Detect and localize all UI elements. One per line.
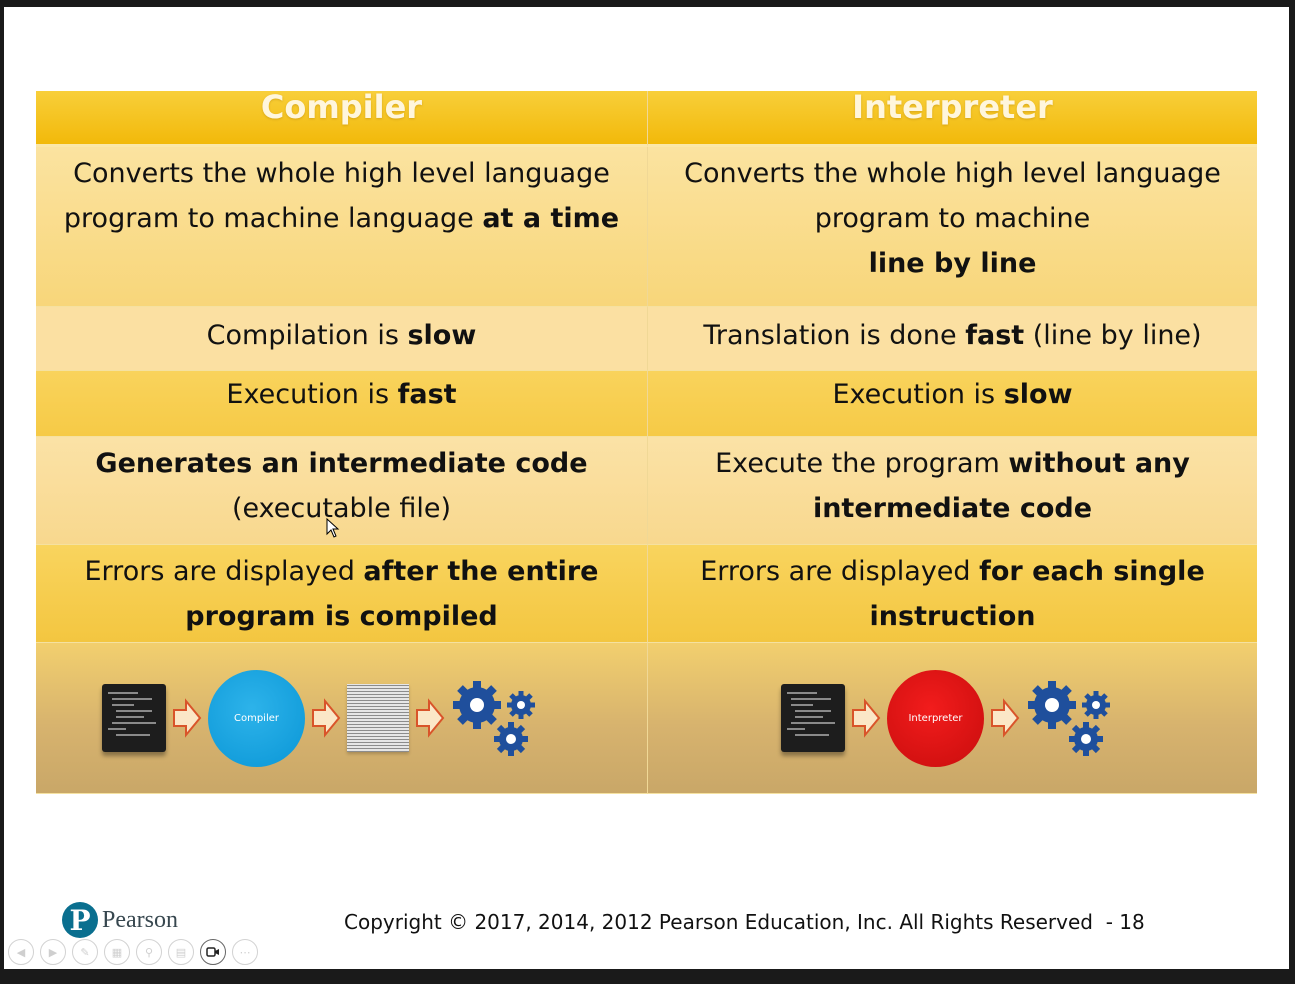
cell-text: Errors are displayed: [700, 556, 980, 587]
interpreter-execution-speed: Execution is slow: [648, 371, 1257, 437]
interpreter-diagram: Interpreter: [648, 643, 1257, 794]
previous-slide-icon[interactable]: ◀: [8, 939, 34, 965]
pen-icon[interactable]: ✎: [72, 939, 98, 965]
pearson-p-icon: P: [62, 902, 98, 938]
arrow-right-icon: [852, 698, 881, 738]
cell-emphasis: for each single instruction: [869, 556, 1205, 632]
cell-text: Execute the program: [715, 448, 1009, 479]
arrow-right-icon: [173, 698, 202, 738]
interpreter-circle: Interpreter: [887, 669, 984, 767]
presentation-controls: ◀ ▶ ✎ ▦ ⚲ ▤ ⋯: [8, 939, 258, 965]
subtitles-icon[interactable]: ▤: [168, 939, 194, 965]
interpreter-errors: Errors are displayed for each single ins…: [648, 545, 1257, 643]
compiler-errors: Errors are displayed after the entire pr…: [36, 545, 648, 643]
slides-grid-icon[interactable]: ▦: [104, 939, 130, 965]
copyright-text: Copyright © 2017, 2014, 2012 Pearson Edu…: [344, 910, 1145, 934]
cell-text: Compilation is: [206, 320, 408, 351]
header-compiler: Compiler: [36, 91, 648, 147]
cell-emphasis: fast: [397, 379, 457, 410]
cell-text: Execution is: [226, 379, 398, 410]
compiler-circle: Compiler: [208, 669, 305, 767]
source-code-icon: [102, 684, 166, 752]
compiler-compilation-speed: Compilation is slow: [36, 307, 648, 371]
video-camera-icon[interactable]: [200, 939, 226, 965]
cell-emphasis: without any intermediate code: [812, 448, 1190, 524]
cell-emphasis: after the entire program is compiled: [185, 556, 599, 632]
cell-emphasis: fast: [965, 320, 1025, 351]
slide: Compiler Interpreter Converts the whole …: [4, 7, 1289, 969]
compiler-circle-label: Compiler: [233, 712, 279, 724]
compiler-intermediate-code: Generates an intermediate code (executabl…: [36, 437, 648, 545]
cell-text: (executable file): [231, 493, 451, 524]
next-slide-icon[interactable]: ▶: [40, 939, 66, 965]
interpreter-intermediate-code: Execute the program without any intermed…: [648, 437, 1257, 545]
compiler-diagram: Compiler: [36, 643, 648, 794]
interpreter-circle-label: Interpreter: [908, 712, 963, 724]
pearson-wordmark: Pearson: [102, 906, 178, 933]
interpreter-conversion: Converts the whole high level language p…: [648, 147, 1257, 307]
header-interpreter: Interpreter: [648, 91, 1257, 147]
cell-text: (line by line): [1024, 320, 1202, 351]
cell-emphasis: slow: [407, 320, 477, 351]
pearson-logo: P Pearson: [62, 902, 178, 938]
binary-code-icon: [347, 684, 409, 752]
arrow-right-icon: [416, 698, 445, 738]
cell-emphasis: slow: [1003, 379, 1073, 410]
cell-text: Converts the whole high level language p…: [684, 158, 1221, 234]
interpreter-translation-speed: Translation is done fast (line by line): [648, 307, 1257, 371]
arrow-right-icon: [991, 698, 1020, 738]
cell-emphasis: line by line: [868, 248, 1037, 279]
compiler-conversion: Converts the whole high level language p…: [36, 147, 648, 307]
cell-text: Translation is done: [703, 320, 966, 351]
more-options-icon[interactable]: ⋯: [232, 939, 258, 965]
cell-text: Errors are displayed: [84, 556, 364, 587]
cell-text: Converts the whole high level language p…: [63, 158, 610, 234]
compiler-execution-speed: Execution is fast: [36, 371, 648, 437]
source-code-icon: [781, 684, 845, 752]
arrow-right-icon: [312, 698, 341, 738]
mouse-cursor-icon: [326, 518, 340, 538]
cell-text: Execution is: [832, 379, 1004, 410]
comparison-table: Compiler Interpreter Converts the whole …: [36, 91, 1257, 794]
gears-icon: [453, 681, 535, 756]
cell-emphasis: Generates an intermediate code: [95, 448, 588, 479]
cell-emphasis: at a time: [482, 203, 620, 234]
zoom-icon[interactable]: ⚲: [136, 939, 162, 965]
gears-icon: [1028, 681, 1110, 756]
